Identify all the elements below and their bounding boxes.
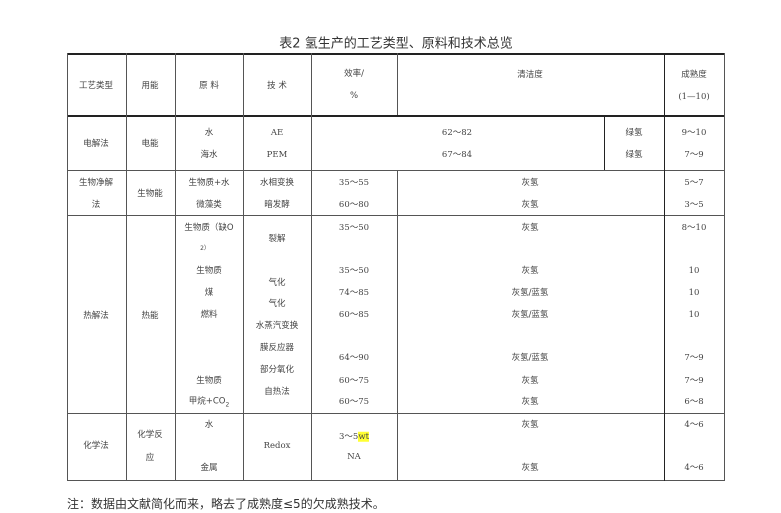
highlighted-text: wt	[358, 431, 370, 442]
cleanliness-cell: 灰氢	[521, 375, 539, 386]
technology-cell: 水相变换	[259, 177, 295, 188]
header-maturity-range: (1—10)	[678, 91, 710, 102]
maturity-cell: 7～9	[684, 375, 704, 386]
maturity-cell: 6～8	[684, 396, 704, 407]
process-cell: 法	[91, 199, 101, 210]
table-note: 注：数据由文献简化而来，略去了成熟度≤5的欠成熟技术。	[67, 497, 385, 511]
technology-cell: 膜反应器	[259, 342, 295, 353]
efficiency-cell: 60～75	[338, 375, 370, 386]
maturity-cell: 7～9	[684, 352, 704, 363]
header-technology: 技 术	[267, 80, 287, 91]
cleanliness-cell: 灰氢/蓝氢	[511, 309, 549, 320]
feedstock-cell: 2）	[200, 245, 210, 252]
feedstock-cell: 燃料	[200, 309, 218, 320]
cleanliness-cell: 灰氢/蓝氢	[511, 287, 549, 298]
process-cell: 生物净解	[78, 177, 114, 188]
maturity-cell: 9～10	[681, 127, 707, 138]
technology-cell: Redox	[263, 440, 291, 451]
cleanliness-cell: 灰氢	[521, 462, 539, 473]
feedstock-cell: 生物质	[196, 265, 222, 276]
efficiency-cell: 74～85	[338, 287, 370, 298]
maturity-cell: 8～10	[681, 222, 707, 233]
technology-cell: 暗发酵	[264, 199, 290, 210]
table-title: 表2 氢生产的工艺类型、原料和技术总览	[279, 36, 513, 52]
maturity-cell: 10	[688, 287, 700, 298]
efficiency-cell: 3～5wt	[338, 431, 370, 442]
maturity-cell: 10	[688, 309, 700, 320]
header-efficiency-unit: %	[349, 90, 359, 101]
energy-cell: 化学反	[137, 429, 163, 440]
technology-cell: PEM	[266, 149, 288, 160]
header-process-type: 工艺类型	[78, 80, 114, 91]
technology-cell: 气化	[268, 298, 286, 309]
maturity-cell: 10	[688, 265, 700, 276]
maturity-cell: 7～9	[684, 149, 704, 160]
efficiency-cell: 62～82	[441, 127, 473, 138]
cleanliness-cell: 绿氢	[625, 127, 643, 138]
cleanliness-cell: 灰氢	[521, 199, 539, 210]
header-efficiency: 效率/	[344, 68, 364, 79]
technology-cell: 部分氧化	[259, 364, 295, 375]
header-maturity: 成熟度	[681, 69, 707, 80]
efficiency-cell: NA	[347, 451, 361, 462]
efficiency-cell: 60～75	[338, 396, 370, 407]
feedstock-cell: 生物质	[196, 375, 222, 386]
header-energy: 用能	[141, 80, 159, 91]
efficiency-cell: 35～50	[338, 265, 370, 276]
cleanliness-cell: 灰氢	[521, 177, 539, 188]
feedstock-cell: 微藻类	[196, 199, 222, 210]
energy-cell: 热能	[141, 310, 159, 321]
feedstock-cell: 甲烷+CO2	[188, 396, 230, 409]
maturity-cell: 5～7	[684, 177, 704, 188]
feedstock-cell: 生物质+水	[188, 177, 230, 188]
efficiency-cell: 60～85	[338, 309, 370, 320]
efficiency-cell: 60～80	[338, 199, 370, 210]
cleanliness-cell: 灰氢/蓝氢	[511, 352, 549, 363]
efficiency-cell: 64～90	[338, 352, 370, 363]
feedstock-cell: 水	[204, 127, 214, 138]
technology-cell: 裂解	[268, 233, 286, 244]
maturity-cell: 4～6	[684, 462, 704, 473]
cleanliness-cell: 灰氢	[521, 419, 539, 430]
technology-cell: AE	[270, 127, 284, 138]
feedstock-cell: 海水	[200, 149, 218, 160]
technology-cell: 水蒸汽变换	[255, 320, 299, 331]
feedstock-cell: 水	[204, 419, 214, 430]
feedstock-cell: 煤	[204, 287, 214, 298]
cleanliness-cell: 绿氢	[625, 149, 643, 160]
feedstock-cell: 金属	[200, 462, 218, 473]
energy-cell: 电能	[141, 138, 159, 149]
technology-cell: 自热法	[264, 386, 290, 397]
process-cell: 电解法	[83, 138, 109, 149]
cleanliness-cell: 灰氢	[521, 265, 539, 276]
process-cell: 热解法	[83, 310, 109, 321]
feedstock-cell: 生物质（缺O	[184, 222, 234, 233]
maturity-cell: 4～6	[684, 419, 704, 430]
header-cleanliness: 清洁度	[517, 69, 543, 80]
energy-cell: 生物能	[137, 188, 163, 199]
technology-cell: 气化	[268, 277, 286, 288]
efficiency-cell: 35～50	[338, 222, 370, 233]
cleanliness-cell: 灰氢	[521, 222, 539, 233]
energy-cell: 应	[145, 452, 155, 463]
process-cell: 化学法	[83, 440, 109, 451]
efficiency-cell: 67～84	[441, 149, 473, 160]
cleanliness-cell: 灰氢	[521, 396, 539, 407]
maturity-cell: 3～5	[684, 199, 704, 210]
efficiency-cell: 35～55	[338, 177, 370, 188]
header-feedstock: 原 料	[199, 80, 219, 91]
